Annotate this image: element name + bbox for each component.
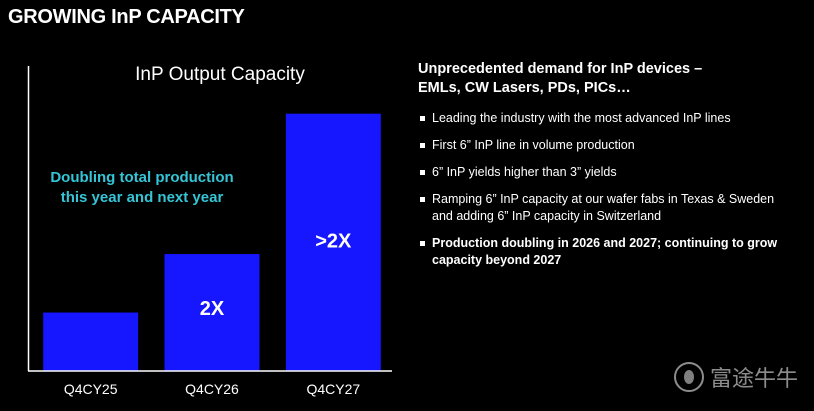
chart-title: InP Output Capacity — [135, 64, 305, 85]
annotation-line: this year and next year — [61, 189, 224, 206]
panel-heading-line-1: Unprecedented demand for InP devices – — [418, 61, 703, 77]
info-panel: Unprecedented demand for InP devices – E… — [418, 60, 798, 279]
bullet-item: First 6” InP line in volume production — [418, 137, 798, 154]
futu-logo-icon — [673, 362, 704, 392]
watermark-text: 富途牛牛 — [709, 366, 798, 391]
bar-q4cy27 — [285, 113, 381, 372]
bar-data-label: 2X — [200, 298, 225, 320]
bar-q4cy26 — [164, 254, 260, 371]
x-tick-label: Q4CY25 — [64, 381, 118, 397]
capacity-chart: InP Output Capacity Doubling total produ… — [20, 48, 412, 402]
bar-data-label: >2X — [315, 230, 352, 252]
panel-heading: Unprecedented demand for InP devices – E… — [418, 60, 798, 98]
chart-bars: 2X >2X — [43, 113, 381, 372]
watermark: 富途牛牛 — [673, 361, 798, 393]
capacity-chart-svg: InP Output Capacity Doubling total produ… — [27, 64, 392, 397]
page-title: GROWING InP CAPACITY — [8, 6, 245, 28]
bullet-item: Ramping 6” InP capacity at our wafer fab… — [418, 191, 798, 225]
bullet-item: Leading the industry with the most advan… — [418, 110, 798, 127]
x-tick-label: Q4CY27 — [306, 381, 360, 397]
bullet-list: Leading the industry with the most advan… — [418, 110, 798, 269]
bar-q4cy25 — [43, 312, 139, 371]
chart-annotation: Doubling total production this year and n… — [50, 169, 233, 206]
bullet-item: 6” InP yields higher than 3” yields — [418, 164, 798, 181]
x-tick-label: Q4CY26 — [185, 381, 239, 397]
x-axis-ticks: Q4CY25 Q4CY26 Q4CY27 — [64, 381, 361, 397]
annotation-line: Doubling total production — [50, 169, 233, 186]
bullet-item: Production doubling in 2026 and 2027; co… — [418, 235, 798, 269]
panel-heading-line-2: EMLs, CW Lasers, PDs, PICs… — [418, 80, 631, 96]
